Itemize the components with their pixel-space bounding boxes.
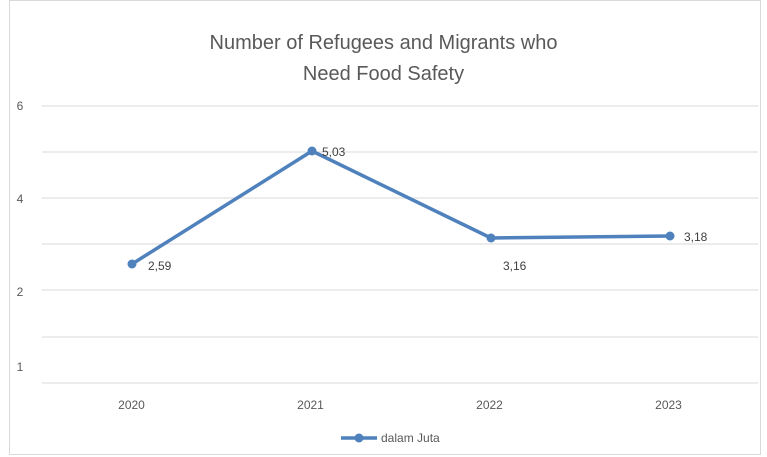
- x-tick-label: 2023: [655, 398, 682, 412]
- data-label: 3,18: [684, 230, 708, 244]
- data-point: [307, 146, 317, 156]
- data-point: [127, 259, 137, 269]
- x-tick-label: 2022: [476, 398, 503, 412]
- chart-title-line-2: Need Food Safety: [302, 63, 465, 85]
- series-line: [130, 149, 672, 266]
- x-tick-label: 2021: [297, 398, 324, 412]
- y-tick-label: 2: [17, 285, 24, 299]
- data-label: 3,16: [503, 259, 527, 273]
- y-tick-label: 4: [17, 192, 24, 206]
- legend-marker: [354, 433, 364, 443]
- chart-area: [9, 0, 761, 455]
- y-tick-label: 1: [17, 360, 24, 374]
- y-tick-label: 6: [17, 99, 24, 113]
- chart-title: Number of Refugees and Migrants who Need…: [0, 28, 767, 90]
- data-point: [486, 233, 496, 243]
- chart-title-line-1: Number of Refugees and Migrants who: [209, 32, 558, 54]
- data-point: [665, 231, 675, 241]
- x-tick-label: 2020: [118, 398, 145, 412]
- data-label: 2,59: [148, 259, 172, 273]
- data-label: 5,03: [322, 145, 346, 159]
- legend-label: dalam Juta: [381, 431, 440, 445]
